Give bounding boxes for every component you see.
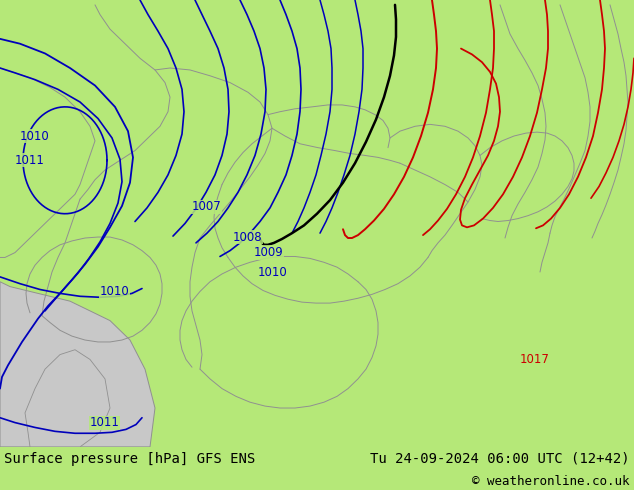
Polygon shape: [25, 350, 110, 447]
Text: 1008: 1008: [233, 230, 262, 244]
Text: 1011: 1011: [15, 154, 45, 167]
Text: Tu 24-09-2024 06:00 UTC (12+42): Tu 24-09-2024 06:00 UTC (12+42): [370, 452, 630, 466]
Text: Surface pressure [hPa] GFS ENS: Surface pressure [hPa] GFS ENS: [4, 452, 256, 466]
Text: 1007: 1007: [192, 200, 222, 214]
Text: 1010: 1010: [100, 285, 130, 298]
Text: 1010: 1010: [20, 129, 49, 143]
Text: 1017: 1017: [520, 353, 550, 366]
Text: 1010: 1010: [258, 266, 288, 278]
Text: © weatheronline.co.uk: © weatheronline.co.uk: [472, 475, 630, 488]
Polygon shape: [0, 282, 155, 447]
Text: 1011: 1011: [90, 416, 120, 429]
Text: 1009: 1009: [254, 246, 284, 259]
